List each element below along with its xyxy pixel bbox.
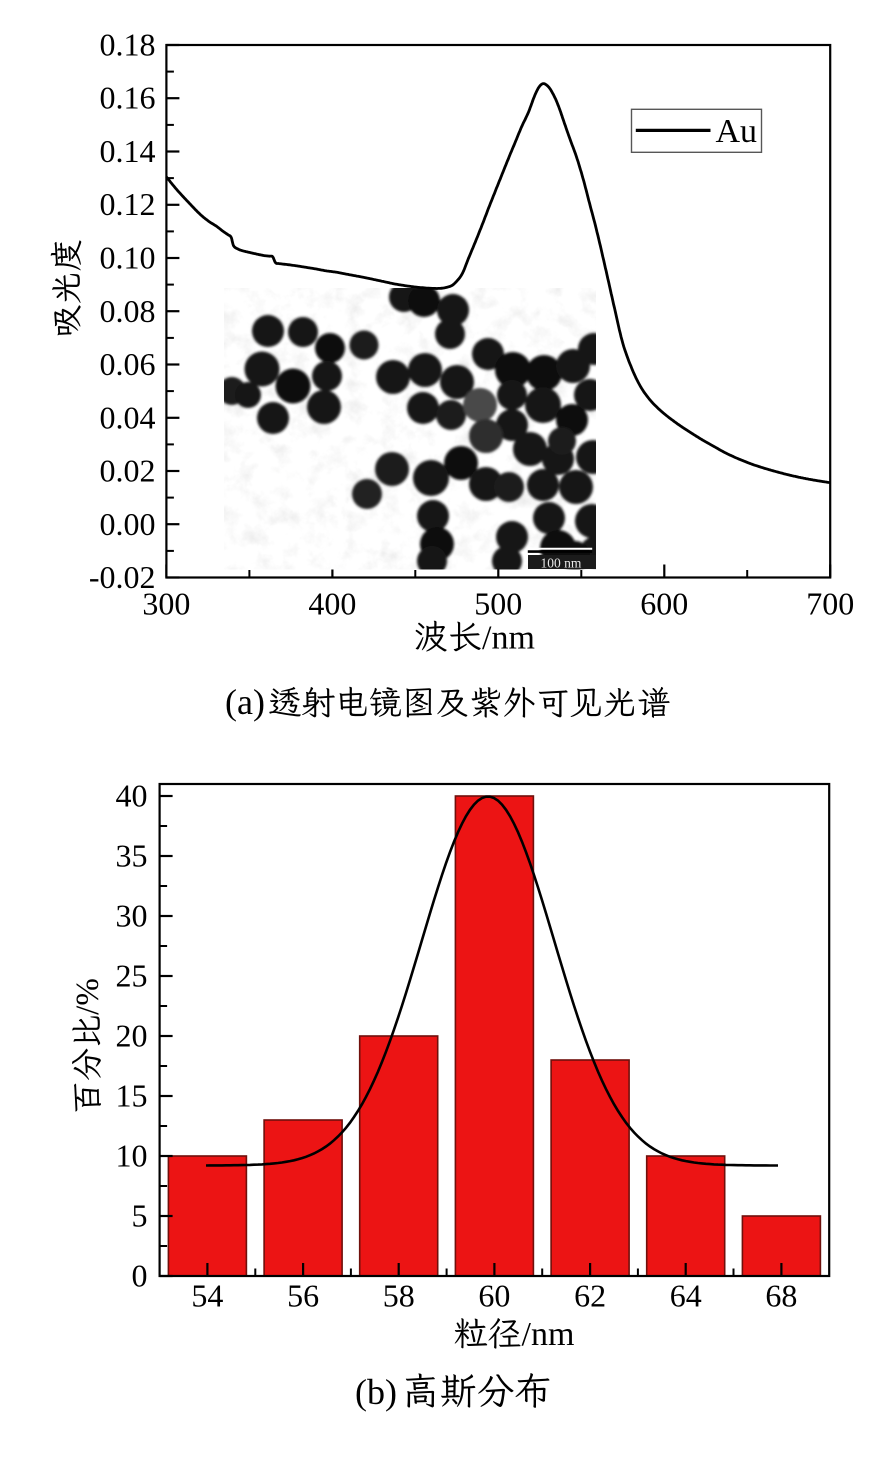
svg-text:56: 56	[287, 1278, 319, 1314]
svg-text:40: 40	[116, 778, 148, 814]
svg-text:0.12: 0.12	[100, 186, 156, 222]
svg-text:68: 68	[765, 1278, 797, 1314]
svg-text:0.18: 0.18	[100, 27, 156, 63]
svg-text:0.10: 0.10	[100, 240, 156, 276]
svg-text:300: 300	[142, 586, 190, 622]
svg-text:15: 15	[116, 1078, 148, 1114]
svg-text:0: 0	[132, 1258, 148, 1294]
svg-text:30: 30	[116, 898, 148, 934]
svg-text:0.14: 0.14	[100, 133, 156, 169]
svg-text:0.02: 0.02	[100, 453, 156, 489]
svg-text:5: 5	[132, 1198, 148, 1234]
svg-text:(b): (b)	[355, 1372, 397, 1412]
svg-text:/nm: /nm	[482, 619, 535, 656]
svg-text:500: 500	[474, 586, 522, 622]
svg-text:0.08: 0.08	[100, 293, 156, 329]
svg-text:20: 20	[116, 1018, 148, 1054]
svg-text:0.16: 0.16	[100, 80, 156, 116]
svg-text:25: 25	[116, 958, 148, 994]
svg-text:/%: /%	[70, 978, 106, 1015]
svg-text:54: 54	[191, 1278, 223, 1314]
svg-text:10: 10	[116, 1138, 148, 1174]
svg-text:58: 58	[383, 1278, 415, 1314]
svg-text:62: 62	[574, 1278, 606, 1314]
svg-text:600: 600	[640, 586, 688, 622]
svg-text:-0.02: -0.02	[89, 559, 156, 595]
svg-text:Au: Au	[716, 113, 758, 150]
svg-text:0.04: 0.04	[100, 399, 156, 435]
svg-text:35: 35	[116, 838, 148, 874]
svg-text:/nm: /nm	[522, 1316, 575, 1353]
svg-text:100 nm: 100 nm	[541, 556, 582, 571]
svg-text:400: 400	[308, 586, 356, 622]
svg-text:60: 60	[478, 1278, 510, 1314]
svg-text:0.06: 0.06	[100, 346, 156, 382]
svg-text:(a): (a)	[225, 682, 265, 722]
svg-text:0.00: 0.00	[100, 506, 156, 542]
svg-text:64: 64	[670, 1278, 702, 1314]
svg-text:700: 700	[806, 586, 854, 622]
